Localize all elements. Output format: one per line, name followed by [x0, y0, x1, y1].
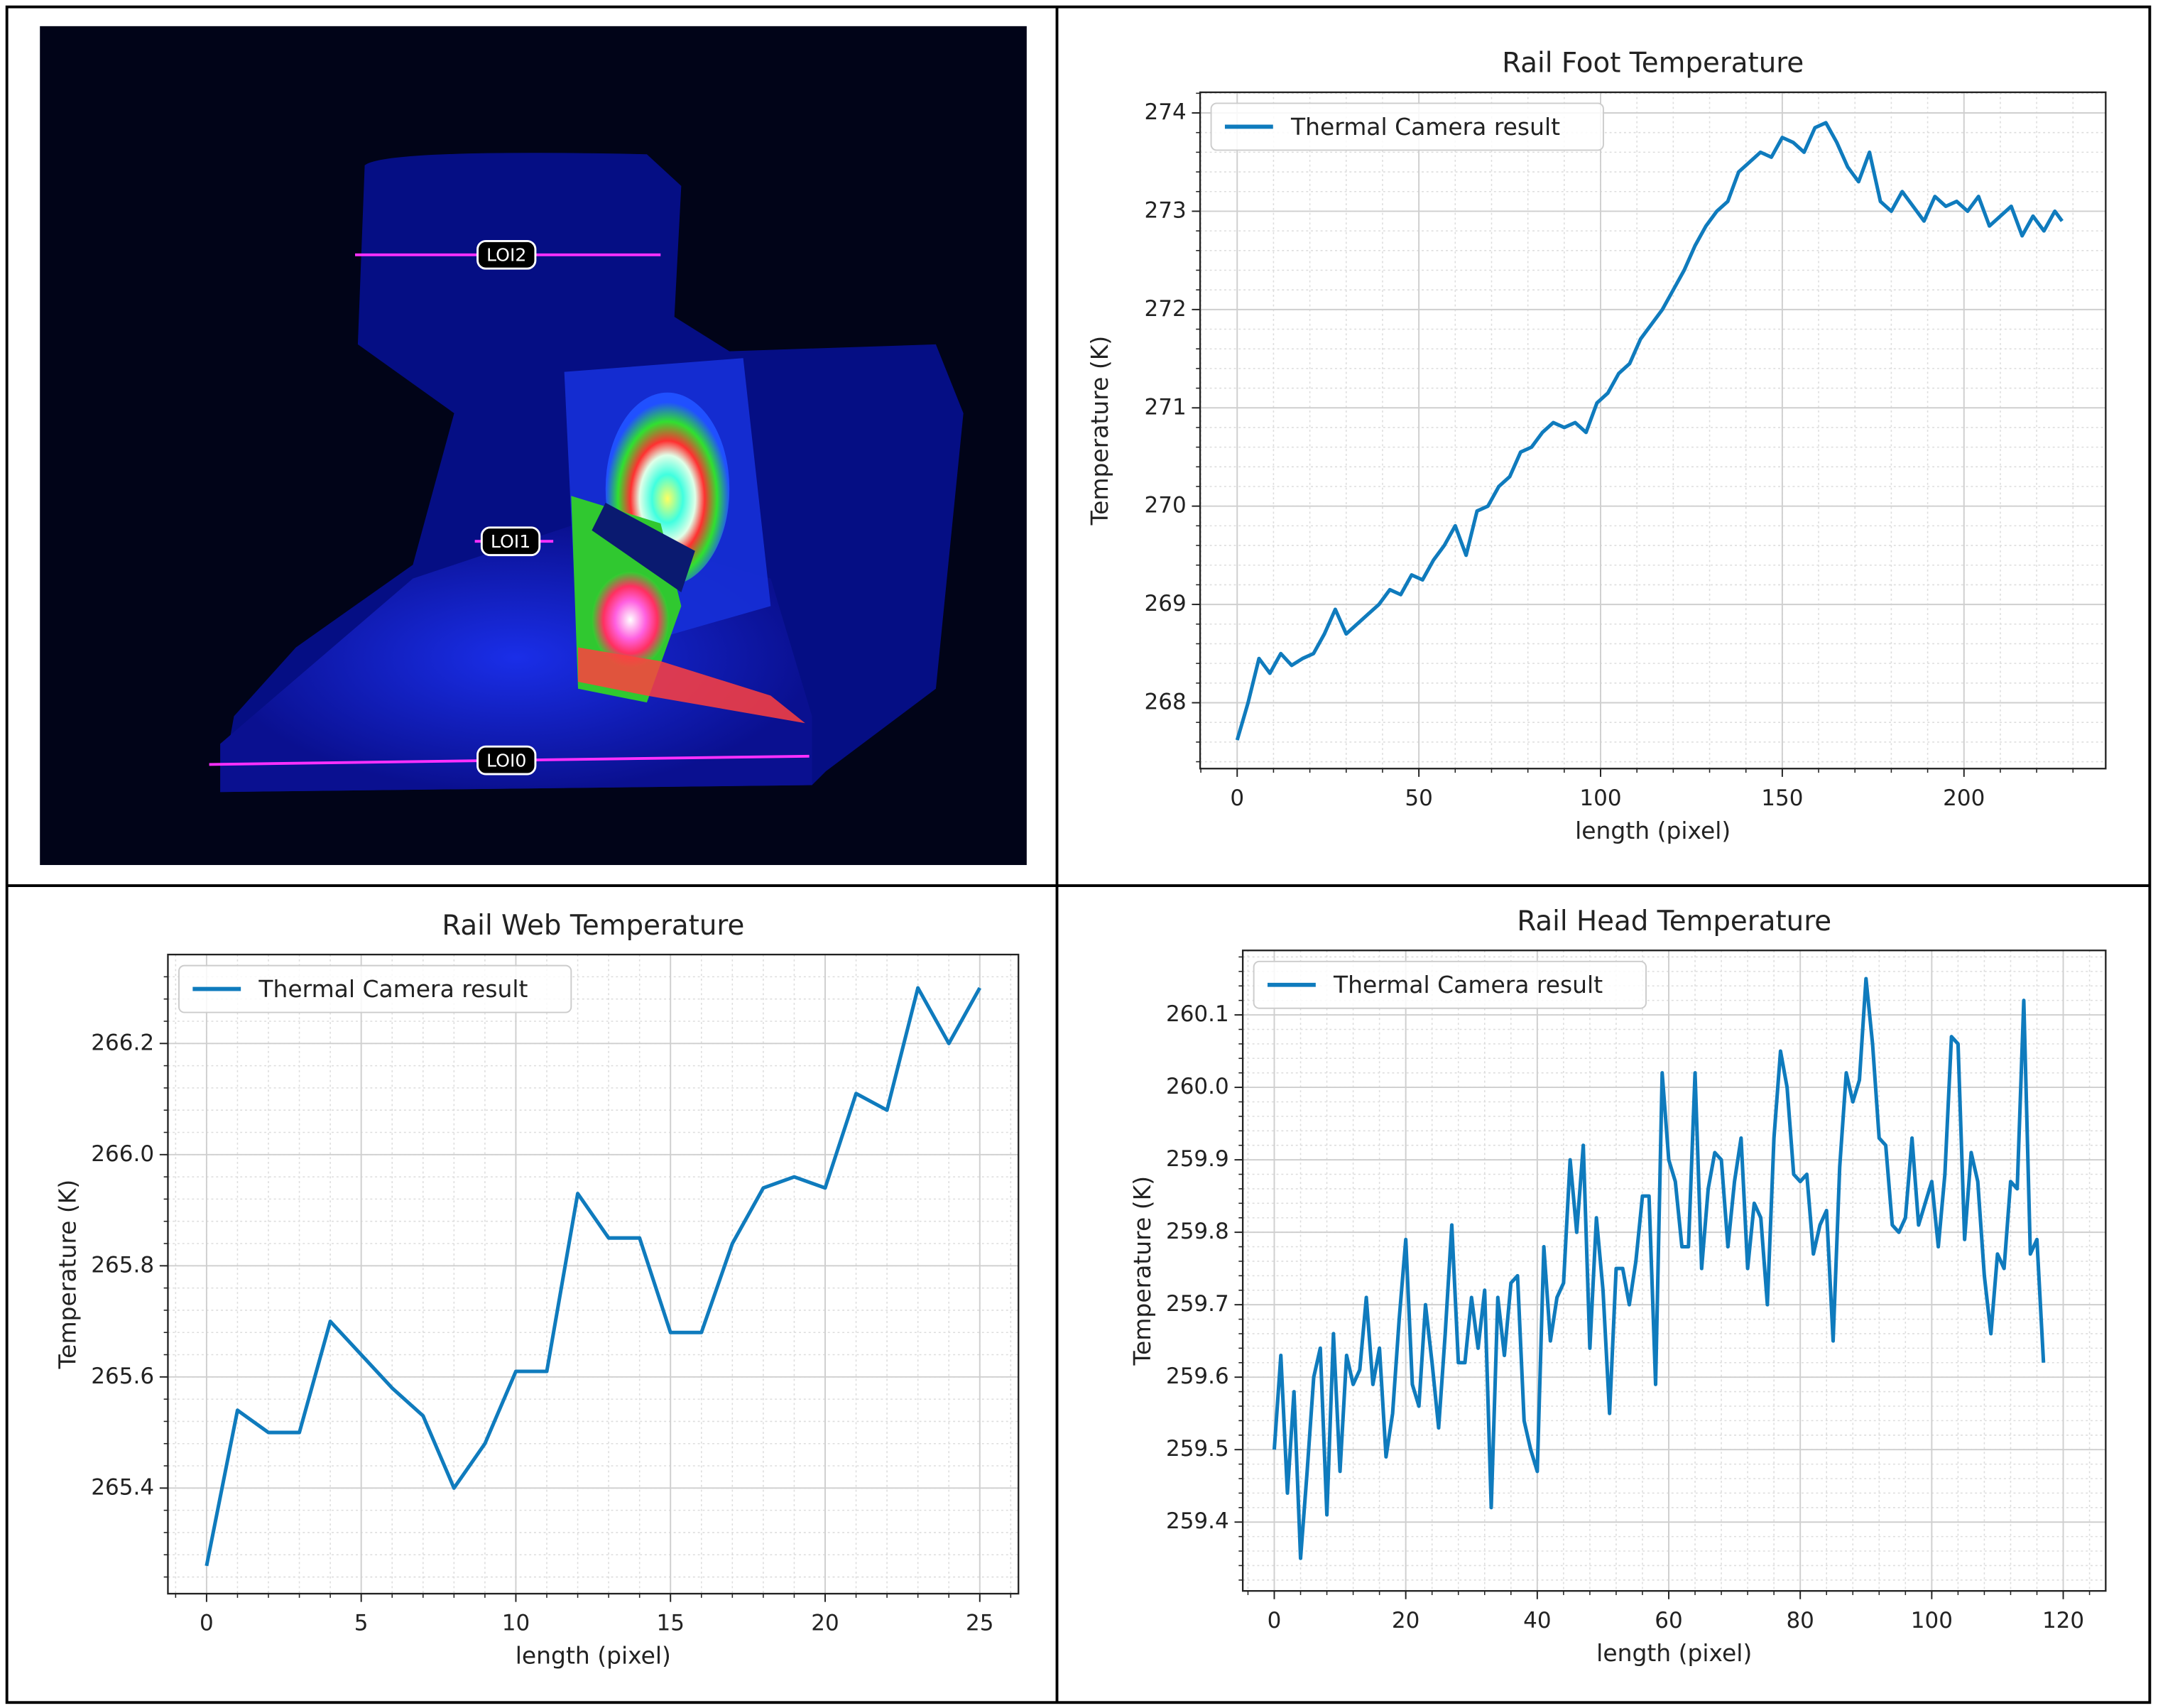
y-tick-label: 270 — [1144, 493, 1186, 518]
x-tick-label: 100 — [1911, 1608, 1953, 1633]
x-tick-label: 5 — [354, 1611, 369, 1636]
loi-label: LOI2 — [486, 245, 526, 266]
y-axis-label: Temperature (K) — [1086, 336, 1113, 526]
frame — [5, 5, 2152, 1704]
legend-label: Thermal Camera result — [1333, 971, 1603, 999]
y-tick-label: 273 — [1144, 197, 1186, 223]
y-tick-label: 265.4 — [91, 1474, 154, 1500]
chart-title: Rail Foot Temperature — [1502, 48, 1804, 80]
y-tick-label: 260.0 — [1166, 1074, 1229, 1099]
legend-label: Thermal Camera result — [1290, 113, 1560, 141]
y-axis-label: Temperature (K) — [53, 1180, 81, 1370]
x-tick-label: 80 — [1786, 1608, 1814, 1633]
y-tick-label: 259.9 — [1166, 1146, 1229, 1172]
y-tick-label: 265.8 — [91, 1252, 154, 1278]
loi-label: LOI1 — [491, 531, 530, 552]
x-axis-label: length (pixel) — [516, 1642, 671, 1670]
chart-title: Rail Head Temperature — [1517, 905, 1831, 937]
data-line — [1235, 121, 2064, 741]
x-tick-label: 40 — [1523, 1608, 1551, 1633]
x-tick-label: 200 — [1943, 785, 1985, 811]
y-tick-label: 271 — [1144, 394, 1186, 420]
x-tick-label: 0 — [1230, 785, 1244, 811]
legend-label: Thermal Camera result — [258, 975, 528, 1003]
y-tick-label: 266.2 — [91, 1030, 154, 1055]
x-tick-label: 20 — [1392, 1608, 1419, 1633]
chart-title: Rail Web Temperature — [442, 910, 744, 942]
x-tick-label: 100 — [1579, 785, 1621, 811]
x-tick-label: 150 — [1761, 785, 1803, 811]
y-tick-label: 266.0 — [91, 1141, 154, 1167]
y-tick-label: 274 — [1144, 99, 1186, 125]
x-tick-label: 15 — [656, 1611, 684, 1636]
y-tick-label: 259.6 — [1166, 1364, 1229, 1389]
x-tick-label: 120 — [2042, 1608, 2084, 1633]
plot-frame — [167, 953, 1020, 1595]
y-tick-label: 259.8 — [1166, 1219, 1229, 1244]
y-tick-label: 259.5 — [1166, 1436, 1229, 1462]
legend-box — [1210, 102, 1604, 151]
y-tick-label: 259.7 — [1166, 1291, 1229, 1317]
x-tick-label: 0 — [1268, 1608, 1282, 1633]
x-tick-label: 20 — [811, 1611, 839, 1636]
x-tick-label: 50 — [1405, 785, 1432, 811]
y-axis-label: Temperature (K) — [1128, 1176, 1156, 1366]
loi-label: LOI0 — [486, 751, 526, 771]
x-tick-label: 10 — [502, 1611, 530, 1636]
y-tick-label: 259.4 — [1166, 1508, 1229, 1534]
y-tick-label: 268 — [1144, 690, 1186, 715]
legend-box — [178, 964, 572, 1013]
x-tick-label: 25 — [966, 1611, 993, 1636]
plot-frame — [1241, 950, 2107, 1592]
data-line — [205, 986, 981, 1567]
x-tick-label: 0 — [200, 1611, 214, 1636]
thermal-image: LOI2 LOI1 LOI0 — [40, 26, 1027, 866]
y-tick-label: 269 — [1144, 591, 1186, 616]
y-tick-label: 260.1 — [1166, 1001, 1229, 1027]
y-tick-label: 272 — [1144, 296, 1186, 322]
data-line — [1272, 977, 2046, 1560]
plot-frame — [1199, 91, 2107, 770]
y-tick-label: 265.6 — [91, 1364, 154, 1389]
x-axis-label: length (pixel) — [1575, 817, 1731, 844]
legend-box — [1253, 960, 1647, 1009]
x-tick-label: 60 — [1655, 1608, 1682, 1633]
x-axis-label: length (pixel) — [1596, 1639, 1752, 1667]
